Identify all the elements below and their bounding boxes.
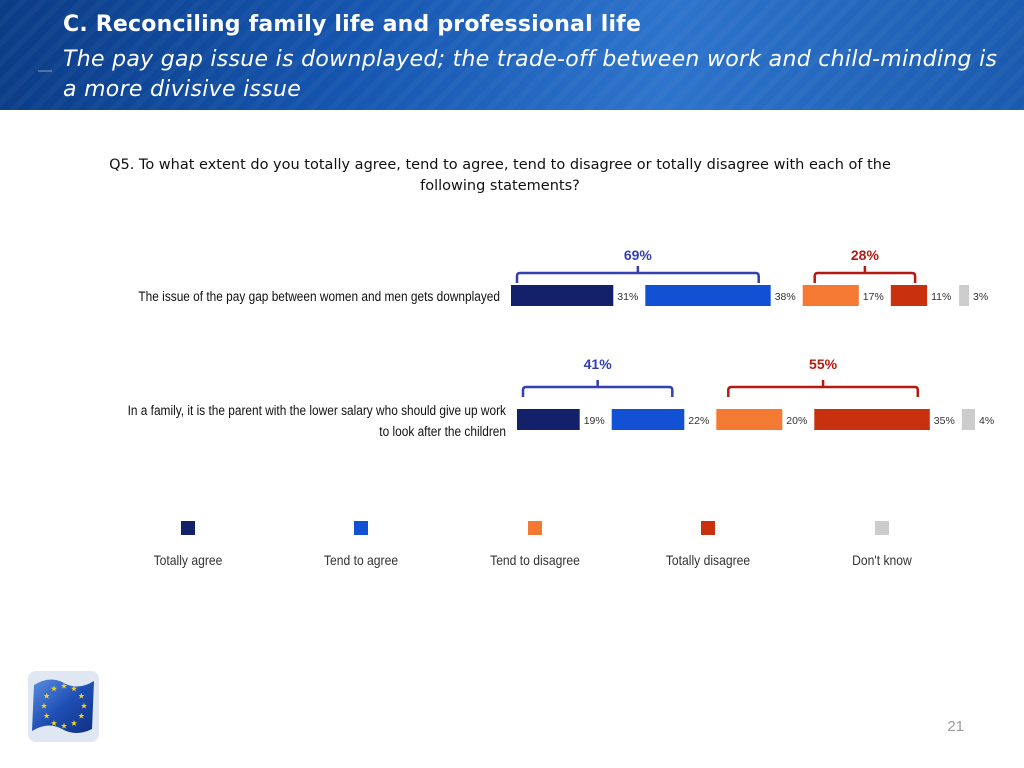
bar-segment xyxy=(517,409,580,430)
header-banner: C. Reconciling family life and professio… xyxy=(0,0,1024,110)
star-icon xyxy=(78,692,85,699)
agree-total: 69% xyxy=(624,247,653,263)
data-label: 19% xyxy=(584,415,605,427)
data-label: 31% xyxy=(617,291,638,303)
bar-segment xyxy=(890,285,928,306)
bracket xyxy=(515,266,760,283)
legend-swatch xyxy=(701,521,715,535)
agree-total: 41% xyxy=(584,356,613,372)
bar-segment xyxy=(959,285,969,306)
bracket xyxy=(813,266,917,283)
bar-segment xyxy=(511,285,614,306)
slide-subtitle: The pay gap issue is downplayed; the tra… xyxy=(63,47,998,102)
data-label: 20% xyxy=(786,415,807,427)
data-label: 11% xyxy=(931,291,951,303)
star-icon xyxy=(43,692,50,699)
data-label: 38% xyxy=(775,291,796,303)
slide-title: C. Reconciling family life and professio… xyxy=(63,12,642,37)
star-icon xyxy=(50,685,58,692)
star-icon xyxy=(60,682,68,689)
bracket xyxy=(521,380,674,397)
bar-segment xyxy=(961,409,975,430)
legend-label: Tend to agree xyxy=(324,552,398,568)
bar-segment xyxy=(611,409,685,430)
legend-swatch xyxy=(181,521,195,535)
star-icon xyxy=(78,712,85,719)
star-icon xyxy=(40,702,48,709)
disagree-total: 28% xyxy=(851,247,880,263)
legend-label: Totally agree xyxy=(154,552,223,568)
disagree-total: 55% xyxy=(809,356,838,372)
data-label: 22% xyxy=(688,415,709,427)
data-label: 35% xyxy=(934,415,955,427)
category-label: The issue of the pay gap between women a… xyxy=(138,288,500,304)
legend-swatch xyxy=(875,521,889,535)
header-decoration xyxy=(38,70,52,72)
legend-label: Don't know xyxy=(852,552,912,568)
star-icon xyxy=(80,702,88,709)
star-icon xyxy=(60,722,68,729)
bar-segment xyxy=(814,409,930,430)
survey-question: Q5. To what extent do you totally agree,… xyxy=(109,157,891,194)
category-label: In a family, it is the parent with the l… xyxy=(128,402,507,418)
bar-segment xyxy=(645,285,771,306)
star-icon xyxy=(50,720,58,726)
legend-swatch xyxy=(354,521,368,535)
data-label: 17% xyxy=(863,291,884,303)
legend-label: Totally disagree xyxy=(666,552,750,568)
star-icon xyxy=(43,712,50,719)
legend-swatch xyxy=(528,521,542,535)
eu-flag-logo xyxy=(28,671,99,742)
data-label: 4% xyxy=(979,415,994,427)
data-label: 3% xyxy=(973,291,988,303)
bar-segment xyxy=(802,285,859,306)
page-number: 21 xyxy=(947,718,964,735)
star-icon xyxy=(70,720,78,726)
bracket xyxy=(727,380,920,397)
bar-segment xyxy=(716,409,783,430)
legend-label: Tend to disagree xyxy=(490,552,580,568)
category-label: to look after the children xyxy=(379,423,506,439)
star-icon xyxy=(70,685,78,692)
